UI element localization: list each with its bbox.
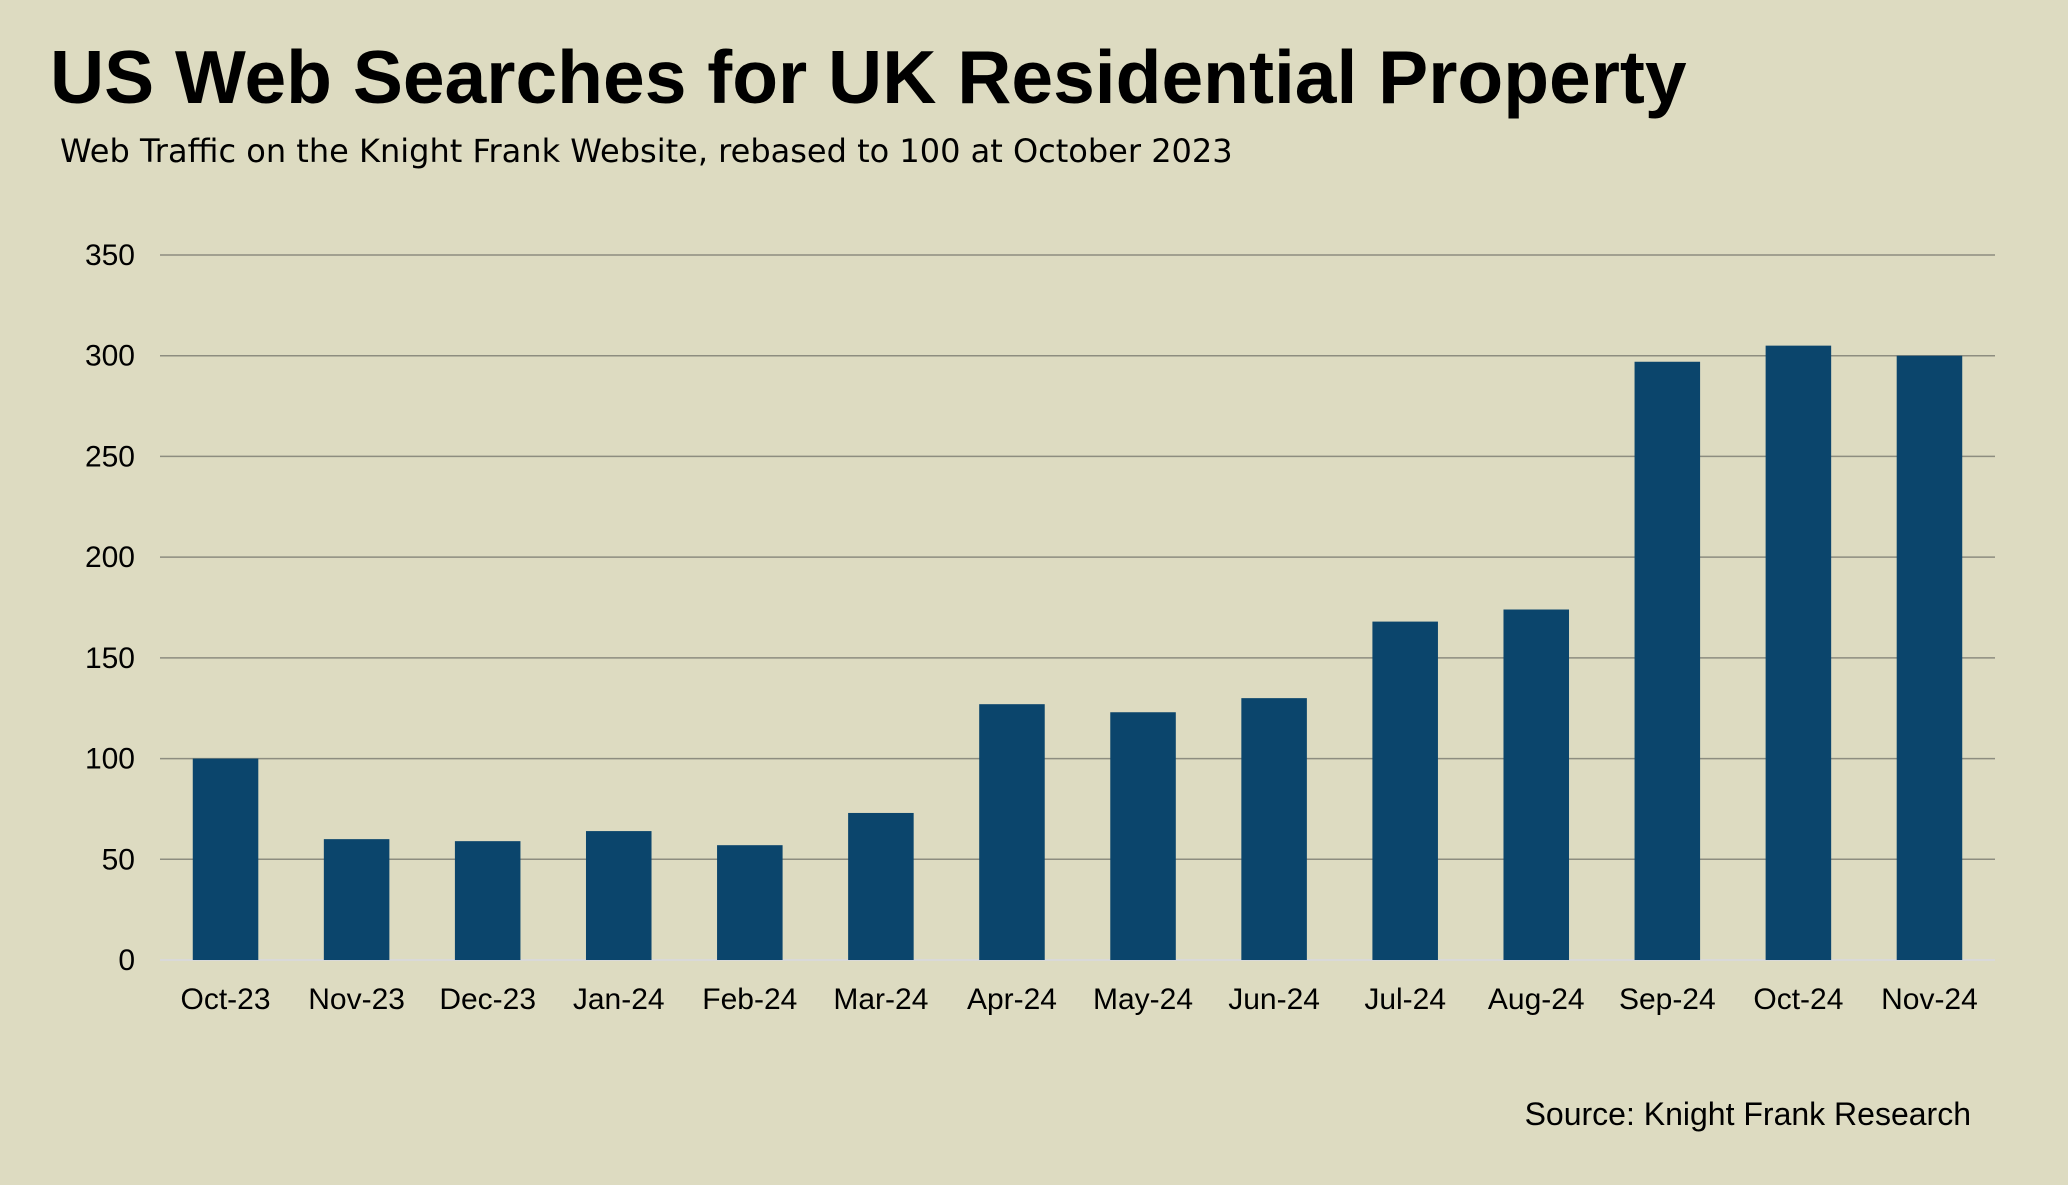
x-tick-label: Jan-24 [573,983,665,1016]
x-tick-label: Jul-24 [1364,983,1446,1016]
y-tick-label: 50 [102,843,135,876]
x-axis-tick-labels: Oct-23 Nov-23 Dec-23 Jan-24 Feb-24 Mar-24 Apr-… [181,983,1978,1016]
x-tick-label: Jun-24 [1228,983,1320,1016]
bar-nov-24 [1896,355,1963,960]
bar-apr-24 [979,704,1045,960]
y-tick-label: 200 [85,541,135,574]
bar-dec-23 [454,841,521,960]
bar-mar-24 [848,812,914,960]
bar-may-24 [1110,712,1176,960]
y-tick-label: 100 [85,743,135,776]
x-tick-label: Mar-24 [833,983,928,1016]
bar-jan-24 [585,831,652,960]
x-tick-label: May-24 [1093,983,1193,1016]
y-tick-label: 350 [85,239,135,272]
source-note: Source: Knight Frank Research [1524,1096,1971,1132]
gridlines [160,254,1995,961]
x-tick-label: Apr-24 [967,983,1057,1016]
bar-jun-24 [1241,698,1307,960]
x-tick-label: Nov-24 [1881,983,1978,1016]
x-tick-label: Oct-24 [1753,983,1843,1016]
bar-jul-24 [1372,621,1438,960]
bar-aug-24 [1503,609,1570,960]
bar-feb-24 [717,845,783,960]
bar-sep-24 [1634,361,1701,960]
y-tick-label: 300 [85,340,135,373]
bar-oct-24 [1765,345,1832,961]
y-tick-label: 150 [85,642,135,675]
x-tick-label: Aug-24 [1488,983,1585,1016]
x-tick-label: Oct-23 [181,983,271,1016]
chart-title: US Web Searches for UK Residential Prope… [50,35,1687,119]
x-tick-label: Dec-23 [439,983,536,1016]
y-tick-label: 250 [85,440,135,473]
x-tick-label: Sep-24 [1619,983,1716,1016]
bar-oct-23 [192,758,259,960]
y-tick-label: 0 [118,944,135,977]
x-tick-label: Nov-23 [308,983,405,1016]
x-tick-label: Feb-24 [702,983,797,1016]
chart-subtitle: Web Traffic on the Knight Frank Website,… [60,132,1233,170]
bar-nov-23 [323,839,390,960]
y-axis-tick-labels: 0 50 100 150 200 250 300 350 [85,239,135,977]
bars [192,345,1963,961]
